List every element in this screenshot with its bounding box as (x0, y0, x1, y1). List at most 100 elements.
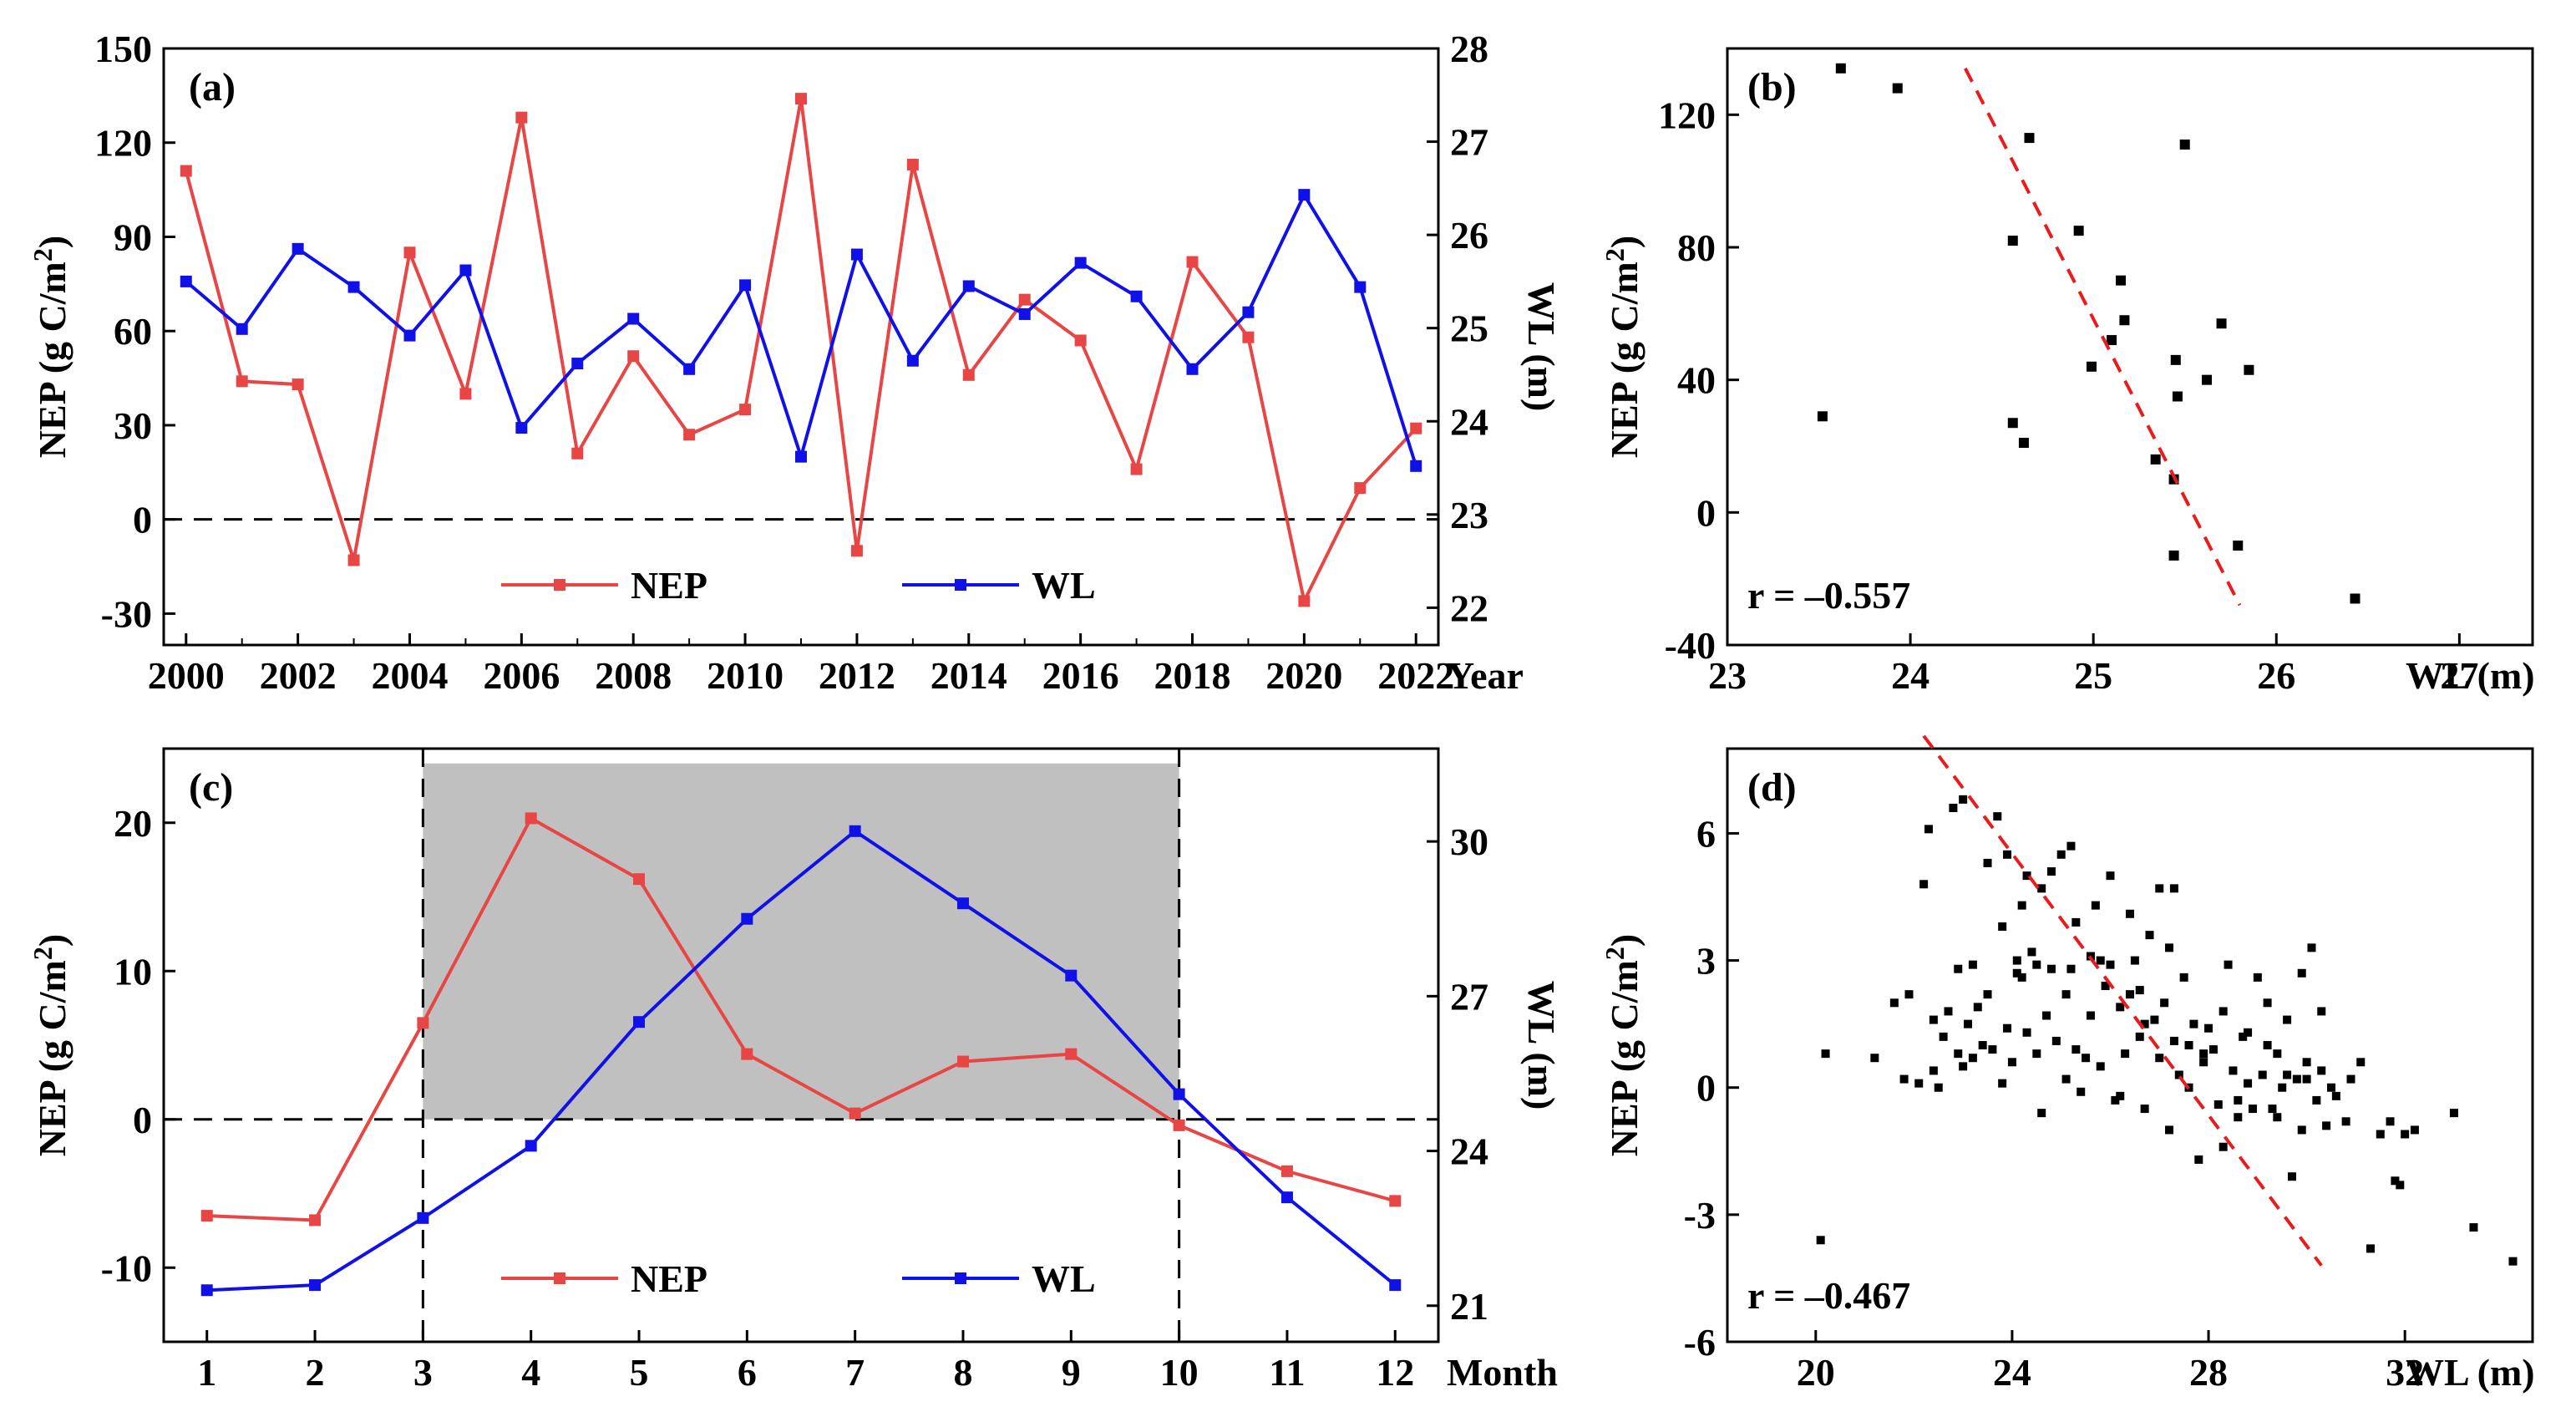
scatter-point (1993, 812, 2002, 821)
nep-point (1298, 595, 1311, 607)
scatter-point (2126, 909, 2134, 918)
scatter-point (2037, 884, 2046, 893)
x-tick-label: 24 (1891, 654, 1929, 697)
scatter-point (1983, 990, 1992, 999)
scatter-point (2307, 943, 2316, 952)
x-tick-label: 12 (1376, 1351, 1414, 1394)
x-tick-label: 10 (1160, 1351, 1199, 1394)
scatter-point (2170, 354, 2181, 365)
nep-line (206, 815, 1396, 1222)
wl-point (180, 275, 192, 287)
wl-point (1130, 290, 1143, 302)
scatter-point (2244, 1028, 2253, 1037)
scatter-point (1816, 1236, 1825, 1245)
scatter-point (2096, 1062, 2105, 1071)
y-axis-title: NEP (g C/m2) (28, 934, 74, 1156)
scatter-point (2508, 1257, 2518, 1266)
legend-wl-label: WL (1032, 564, 1096, 607)
scatter-point (2386, 1117, 2395, 1126)
scatter-point (2061, 1074, 2071, 1084)
y-tick-label: -30 (101, 592, 152, 635)
wl-point (633, 1016, 646, 1028)
scatter-point (2169, 884, 2178, 893)
y-axis-title: NEP (g C/m2) (1600, 236, 1645, 458)
y2-tick-label: 26 (1450, 214, 1488, 256)
y-tick-label: -10 (101, 1247, 152, 1289)
scatter-point (2184, 1041, 2193, 1049)
wl-point (1074, 256, 1087, 269)
scatter-point (2086, 361, 2097, 372)
scatter-point (2234, 1113, 2243, 1122)
scatter-point (1949, 804, 1958, 812)
scatter-point (2022, 1028, 2031, 1037)
scatter-point (2376, 1130, 2385, 1139)
scatter-point (2073, 226, 2084, 236)
scatter-point (2042, 1011, 2051, 1020)
scatter-point (1968, 1054, 1977, 1063)
scatter-point (2056, 850, 2066, 859)
scatter-point (1954, 1049, 1963, 1059)
wl-point (739, 279, 752, 292)
scatter-point (2208, 1045, 2218, 1054)
wl-point (1389, 1279, 1402, 1292)
scatter-point (2174, 1070, 2183, 1079)
wl-point (849, 825, 861, 837)
scatter-point (1929, 1015, 1938, 1024)
x-tick-label: 11 (1269, 1351, 1305, 1394)
scatter-point (2018, 438, 2029, 449)
scatter-point (2346, 1074, 2355, 1084)
scatter-point (2027, 947, 2036, 957)
nep-point (1389, 1195, 1402, 1207)
scatter-point (2150, 1015, 2159, 1024)
nep-point (180, 165, 192, 177)
nep-point (850, 545, 863, 557)
nep-point (200, 1210, 213, 1222)
shaded-region (423, 763, 1179, 1120)
scatter-point (2032, 960, 2041, 969)
scatter-point (2469, 1223, 2478, 1232)
scatter-point (2391, 1176, 2400, 1186)
scatter-point (2253, 973, 2262, 982)
wl-point (1186, 363, 1199, 375)
scatter-point (2233, 541, 2244, 551)
scatter-point (1978, 1041, 1987, 1049)
x-tick-label: 2000 (148, 654, 225, 697)
x-tick-label: 2018 (1154, 654, 1231, 697)
scatter-point (1968, 960, 1977, 969)
wl-point (236, 323, 248, 335)
legend-wl-label: WL (1032, 1257, 1096, 1300)
scatter-point (2017, 901, 2026, 910)
nep-point (795, 93, 807, 105)
scatter-point (2331, 1091, 2340, 1100)
y-tick-label: 150 (94, 28, 152, 70)
scatter-point (2244, 364, 2254, 375)
scatter-point (2199, 1058, 2208, 1067)
nep-point (1065, 1048, 1078, 1060)
scatter-point (2003, 850, 2012, 859)
nep-point (236, 375, 248, 388)
y-tick-label: -6 (1684, 1321, 1716, 1364)
x-axis-title: Month (1447, 1351, 1558, 1394)
x-tick-label: 2002 (260, 654, 337, 697)
x-tick-label: 2016 (1042, 654, 1119, 697)
scatter-point (1870, 1054, 1879, 1063)
scatter-point (2077, 1087, 2086, 1096)
scatter-point (1959, 1062, 1968, 1071)
x-tick-label: 27 (2440, 654, 2478, 697)
scatter-point (2273, 1049, 2282, 1059)
scatter-point (2229, 1066, 2238, 1075)
x-axis-title: WL (m) (2406, 654, 2535, 697)
scatter-point (2145, 931, 2154, 940)
scatter-point (1892, 83, 1903, 94)
scatter-point (1929, 1066, 1938, 1075)
scatter-point (1998, 922, 2007, 931)
y2-tick-label: 28 (1450, 28, 1488, 70)
scatter-point (2172, 391, 2183, 402)
scatter-point (2239, 1032, 2248, 1041)
x-tick-label: 2 (306, 1351, 325, 1394)
nep-point (292, 378, 304, 391)
scatter-point (1998, 1079, 2007, 1088)
panel-c-frame (162, 747, 1440, 1343)
